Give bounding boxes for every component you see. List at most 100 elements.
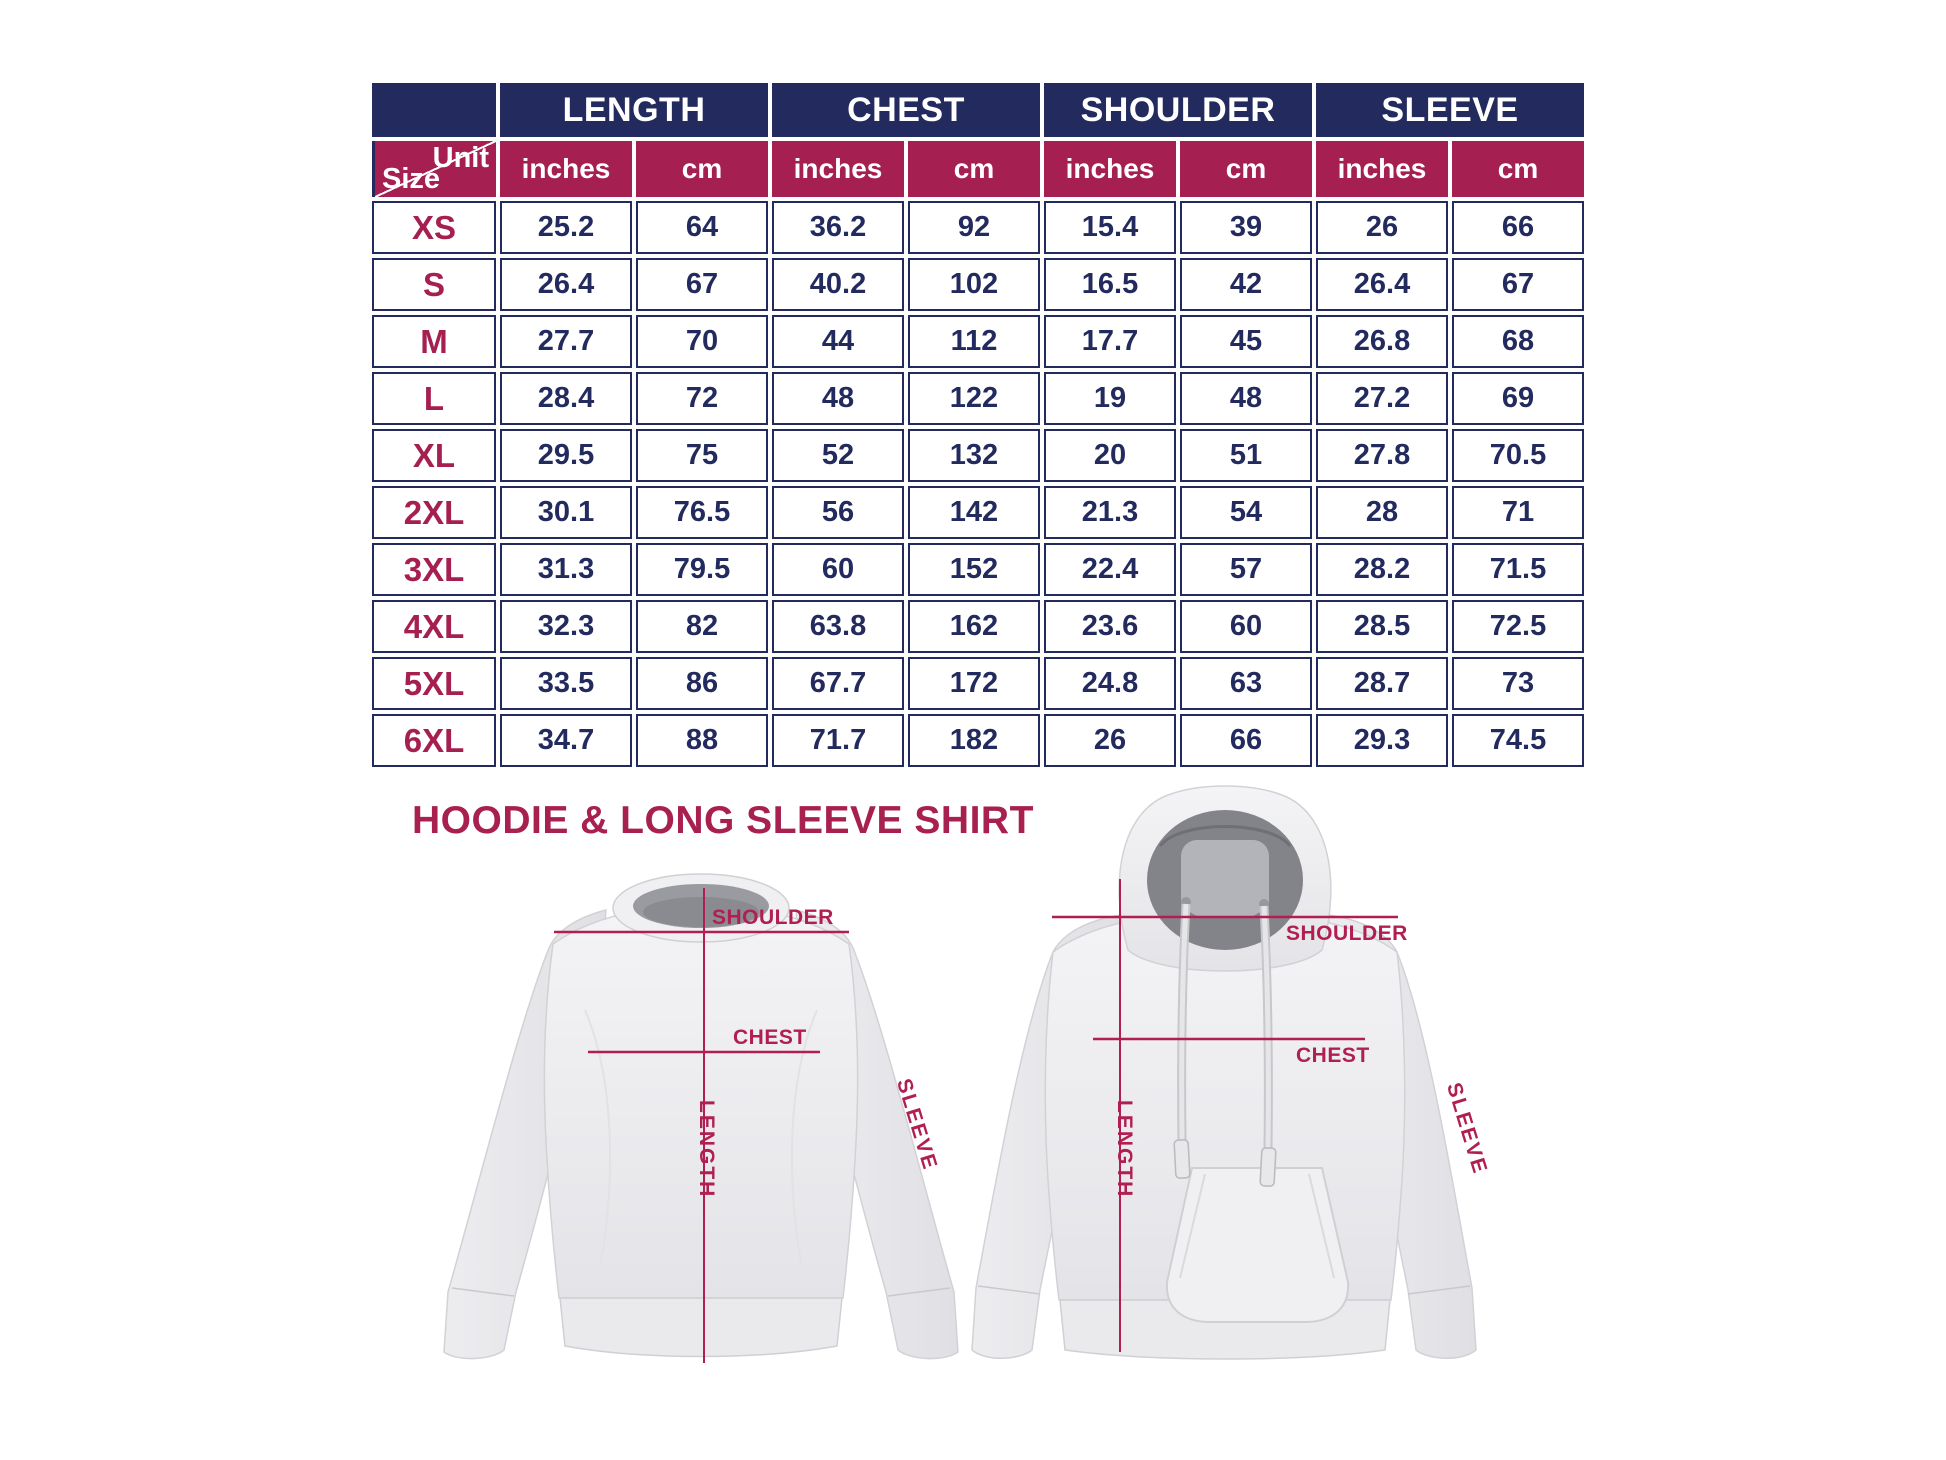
section-title: HOODIE & LONG SLEEVE SHIRT [412,799,1034,842]
measurement-value: 27.7 [500,315,632,368]
measurement-value: 17.7 [1044,315,1176,368]
measurement-value: 20 [1044,429,1176,482]
measurement-value: 36.2 [772,201,904,254]
hoodie-image [971,785,1477,1360]
measurement-value: 19 [1044,372,1176,425]
measurement-value: 79.5 [636,543,768,596]
measurement-value: 73 [1452,657,1584,710]
measurement-value: 52 [772,429,904,482]
shirt-chest-label: CHEST [733,1026,807,1049]
measurement-value: 16.5 [1044,258,1176,311]
measurement-value: 75 [636,429,768,482]
measurement-value: 26.4 [500,258,632,311]
measurement-value: 68 [1452,315,1584,368]
column-group-sleeve: SLEEVE [1316,83,1584,137]
measurement-lines [554,879,1398,1363]
unit-header: inches [1044,141,1176,197]
measurement-value: 162 [908,600,1040,653]
size-label: L [372,372,496,425]
measurement-value: 70.5 [1452,429,1584,482]
unit-header: cm [908,141,1040,197]
measurement-value: 57 [1180,543,1312,596]
measurement-value: 63.8 [772,600,904,653]
measurement-value: 29.3 [1316,714,1448,767]
unit-header: inches [1316,141,1448,197]
measurement-value: 34.7 [500,714,632,767]
measurement-value: 71.5 [1452,543,1584,596]
measurement-value: 45 [1180,315,1312,368]
unit-header: cm [636,141,768,197]
measurement-value: 76.5 [636,486,768,539]
hoodie-pocket [1165,1167,1350,1323]
measurement-value: 30.1 [500,486,632,539]
table-row: XL 29.5 75 52 132 20 51 27.8 70.5 [372,429,1584,482]
measurement-value: 23.6 [1044,600,1176,653]
measurement-value: 27.2 [1316,372,1448,425]
measurement-value: 51 [1180,429,1312,482]
measurement-value: 39 [1180,201,1312,254]
table-row: 5XL 33.5 86 67.7 172 24.8 63 28.7 73 [372,657,1584,710]
measurement-value: 54 [1180,486,1312,539]
size-table-body: XS 25.2 64 36.2 92 15.4 39 26 66 S 26.4 67 40.2 102 16… [372,201,1584,767]
table-row: 6XL 34.7 88 71.7 182 26 66 29.3 74.5 [372,714,1584,767]
hoodie-length-label: LENGTH [1113,1100,1136,1199]
measurement-value: 132 [908,429,1040,482]
size-label: 2XL [372,486,496,539]
measurement-value: 112 [908,315,1040,368]
shirt-length-label: LENGTH [695,1100,718,1199]
table-row: S 26.4 67 40.2 102 16.5 42 26.4 67 [372,258,1584,311]
measurement-value: 15.4 [1044,201,1176,254]
measurement-value: 172 [908,657,1040,710]
measurement-value: 63 [1180,657,1312,710]
measurement-value: 67 [1452,258,1584,311]
measurement-value: 21.3 [1044,486,1176,539]
measurement-value: 33.5 [500,657,632,710]
table-row: 3XL 31.3 79.5 60 152 22.4 57 28.2 71.5 [372,543,1584,596]
measurement-value: 152 [908,543,1040,596]
hoodie-shoulder-label: SHOULDER [1286,922,1408,945]
measurement-value: 142 [908,486,1040,539]
measurement-value: 26 [1316,201,1448,254]
size-label: XL [372,429,496,482]
measurement-value: 40.2 [772,258,904,311]
size-label: M [372,315,496,368]
measurement-value: 42 [1180,258,1312,311]
measurement-value: 60 [772,543,904,596]
column-group-shoulder: SHOULDER [1044,83,1312,137]
measurement-value: 29.5 [500,429,632,482]
measurement-value: 48 [1180,372,1312,425]
measurement-value: 24.8 [1044,657,1176,710]
column-group-chest: CHEST [772,83,1040,137]
measurement-value: 64 [636,201,768,254]
measurement-value: 82 [636,600,768,653]
table-row: 2XL 30.1 76.5 56 142 21.3 54 28 71 [372,486,1584,539]
measurement-value: 182 [908,714,1040,767]
shirt-sleeve-label: SLEEVE [892,1076,942,1174]
table-row: XS 25.2 64 36.2 92 15.4 39 26 66 [372,201,1584,254]
size-label: 4XL [372,600,496,653]
corner-unit-label: Unit [432,142,489,174]
measurement-value: 67.7 [772,657,904,710]
unit-header: cm [1180,141,1312,197]
measurement-value: 71 [1452,486,1584,539]
unit-header: inches [772,141,904,197]
size-label: XS [372,201,496,254]
group-header-row: LENGTH CHEST SHOULDER SLEEVE [372,83,1584,137]
measurement-value: 26.8 [1316,315,1448,368]
measurement-value: 22.4 [1044,543,1176,596]
measurement-value: 28 [1316,486,1448,539]
column-group-length: LENGTH [500,83,768,137]
measurement-value: 56 [772,486,904,539]
measurement-value: 71.7 [772,714,904,767]
measurement-value: 28.4 [500,372,632,425]
measurement-value: 28.7 [1316,657,1448,710]
measurement-value: 86 [636,657,768,710]
measurement-value: 28.5 [1316,600,1448,653]
table-row: L 28.4 72 48 122 19 48 27.2 69 [372,372,1584,425]
measurement-value: 66 [1452,201,1584,254]
corner-size-label: Size [382,163,441,195]
measurement-value: 27.8 [1316,429,1448,482]
measurement-value: 26.4 [1316,258,1448,311]
size-label: 5XL [372,657,496,710]
